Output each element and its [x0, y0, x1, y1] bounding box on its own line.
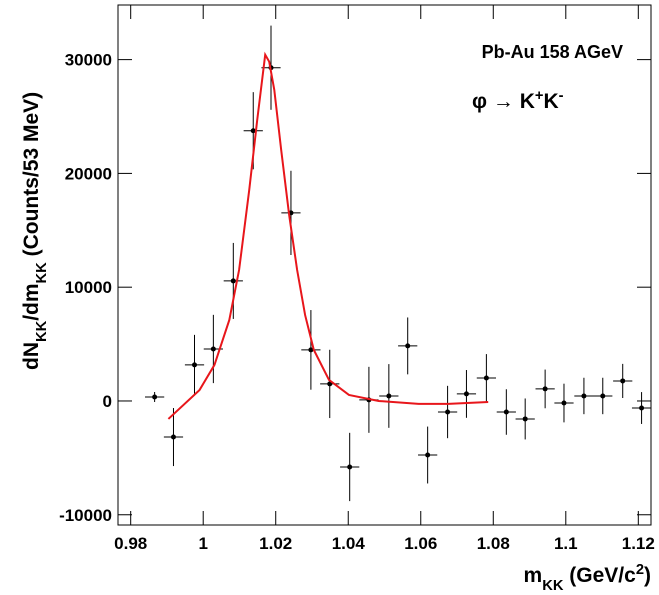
data-point [581, 393, 587, 399]
x-tick-label: 0.98 [114, 534, 147, 553]
reaction-part: K [543, 90, 558, 113]
data-point [386, 393, 392, 399]
y-tick-label: 30000 [65, 51, 112, 70]
x-tick-label: 1.02 [259, 534, 292, 553]
reaction-part: - [559, 88, 564, 104]
plot-frame [117, 4, 652, 526]
data-point [405, 343, 411, 349]
x-tick-label: 1 [198, 534, 207, 553]
y-axis-title-part: (Counts/53 MeV) [20, 92, 43, 262]
reaction-part: + [535, 88, 544, 104]
data-point [445, 409, 451, 415]
data-point [483, 375, 489, 381]
reaction: φ → K+K- [472, 88, 564, 113]
data-point [522, 416, 528, 422]
x-tick-label: 1.06 [404, 534, 437, 553]
x-tick-label: 1.1 [554, 534, 578, 553]
y-tick-label: 20000 [65, 164, 112, 183]
x-axis-title: mKK (GeV/c2) [524, 562, 651, 590]
y-tick-label: 10000 [65, 278, 112, 297]
data-point [250, 128, 256, 134]
data-point [463, 391, 469, 397]
data-point [542, 386, 548, 392]
data-point [347, 464, 353, 470]
y-axis-title-part: dN [20, 342, 43, 370]
data-point [210, 346, 216, 352]
y-axis-title-part: /dm [20, 283, 43, 320]
data-point [170, 434, 176, 440]
y-axis-title: dNKK/dmKK (Counts/53 MeV) [20, 92, 50, 370]
fit-curve [167, 51, 489, 420]
y-tick-label: 0 [103, 392, 112, 411]
data-point [561, 400, 567, 406]
x-axis-title-part: KK [542, 578, 564, 590]
data-point [600, 393, 606, 399]
data-point [192, 362, 198, 368]
reaction-part: φ → K [472, 90, 535, 113]
x-tick-label: 1.04 [332, 534, 366, 553]
data-point [620, 378, 626, 384]
annotation: Pb-Au 158 AGeV [482, 42, 623, 62]
x-tick-label: 1.08 [477, 534, 510, 553]
data-point [230, 278, 236, 284]
x-axis-title-part: 2 [636, 562, 644, 578]
data-point [503, 409, 509, 415]
data-point [308, 347, 314, 353]
x-axis-title-part: ) [644, 564, 651, 587]
y-axis-title-part: KK [34, 320, 50, 342]
x-axis-title-part: m [524, 564, 543, 587]
data-point [639, 405, 645, 411]
x-tick-label: 1.12 [622, 534, 655, 553]
data-point [425, 452, 431, 458]
x-axis-title-part: (GeV/c [563, 564, 636, 587]
y-tick-label: -10000 [59, 506, 112, 525]
y-axis-title-part: KK [34, 262, 50, 284]
data-point [152, 394, 158, 400]
